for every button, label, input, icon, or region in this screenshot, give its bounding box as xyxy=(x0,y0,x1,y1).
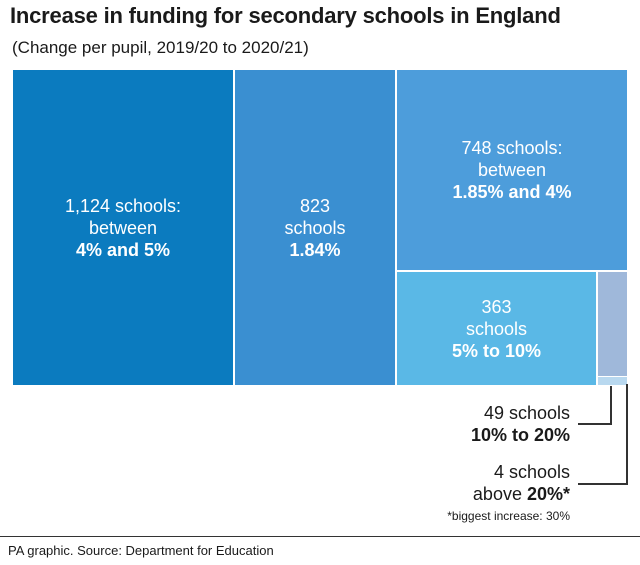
leader-line-4 xyxy=(626,384,628,484)
cell-4-to-5-percent: 1,124 schools: between 4% and 5% xyxy=(13,70,233,385)
label-4-range: 20%* xyxy=(526,484,570,504)
label-4-count: 4 schools xyxy=(493,462,570,482)
label-4-schools: 4 schools above 20%* xyxy=(473,461,570,505)
cell-count-label: 748 schools: xyxy=(461,138,563,158)
source-divider xyxy=(0,536,640,537)
cell-range-label: 1.84% xyxy=(289,239,341,260)
cell-count-label: 823 xyxy=(299,195,331,216)
cell-10-to-20-percent xyxy=(598,272,627,376)
leader-line-4-h xyxy=(578,483,628,485)
cell-sub-label: between xyxy=(88,217,158,238)
cell-count-label: 1,124 schools: xyxy=(64,195,182,216)
cell-sub-label: schools xyxy=(465,318,528,339)
cell-5-to-10-percent: 363 schools 5% to 10% xyxy=(397,272,596,385)
leader-line-49-h xyxy=(578,423,612,425)
label-4-prefix: above xyxy=(472,484,527,504)
leader-line-49 xyxy=(610,386,612,424)
cell-sub-label: schools xyxy=(284,217,346,238)
cell-sub-label: between xyxy=(477,160,547,180)
label-49-range: 10% to 20% xyxy=(470,425,570,445)
footnote: *biggest increase: 30% xyxy=(447,509,570,523)
label-49-count: 49 schools xyxy=(483,403,570,423)
label-49-schools: 49 schools 10% to 20% xyxy=(471,402,570,446)
cell-1-85-to-4-percent: 748 schools: between 1.85% and 4% xyxy=(397,70,627,270)
cell-1-84-percent: 823 schools 1.84% xyxy=(235,70,395,385)
cell-range-label: 1.85% and 4% xyxy=(452,182,572,202)
cell-count-label: 363 xyxy=(481,296,512,317)
cell-above-20-percent xyxy=(598,377,627,385)
cell-range-label: 5% to 10% xyxy=(451,340,542,361)
source-credit: PA graphic. Source: Department for Educa… xyxy=(8,543,274,558)
chart-subtitle: (Change per pupil, 2019/20 to 2020/21) xyxy=(12,38,309,57)
cell-range-label: 4% and 5% xyxy=(75,239,171,260)
chart-title: Increase in funding for secondary school… xyxy=(10,3,561,28)
